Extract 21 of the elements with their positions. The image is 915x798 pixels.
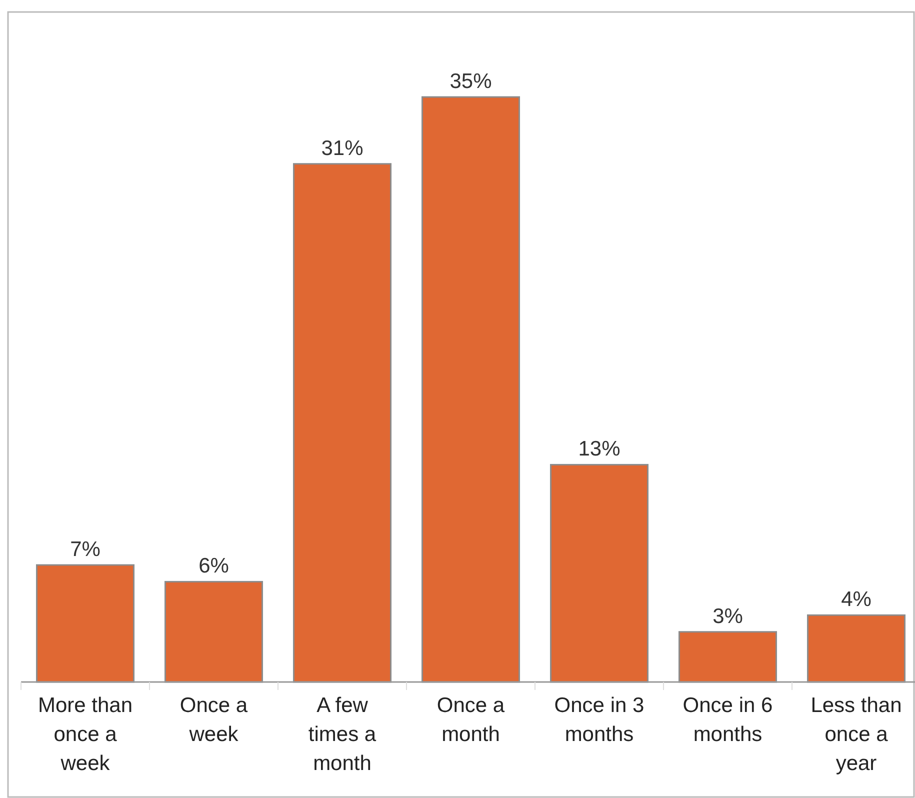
- data-label: 3%: [712, 604, 743, 628]
- x-tick-label: A few times a month: [308, 694, 376, 775]
- x-tick-label: Less than once a year: [810, 694, 902, 775]
- bar: [36, 564, 135, 683]
- x-tick-label: Once in 3 months: [554, 694, 644, 746]
- data-label: 6%: [198, 554, 229, 578]
- data-label: 35%: [450, 70, 492, 93]
- data-label: 7%: [70, 538, 100, 561]
- bar: [550, 464, 649, 683]
- x-tick-label: Once a week: [180, 694, 248, 746]
- x-tick-label: Once in 6 months: [682, 694, 773, 746]
- data-label: 31%: [321, 136, 364, 160]
- bar: [678, 631, 778, 683]
- bar: [421, 96, 520, 683]
- bar: [806, 614, 906, 683]
- bar: [292, 163, 392, 683]
- bar: [164, 580, 264, 683]
- data-label: 4%: [841, 588, 872, 612]
- data-label: 13%: [578, 438, 620, 461]
- x-tick-label: Once a month: [436, 694, 505, 746]
- x-tick-label: More than once a week: [38, 694, 133, 775]
